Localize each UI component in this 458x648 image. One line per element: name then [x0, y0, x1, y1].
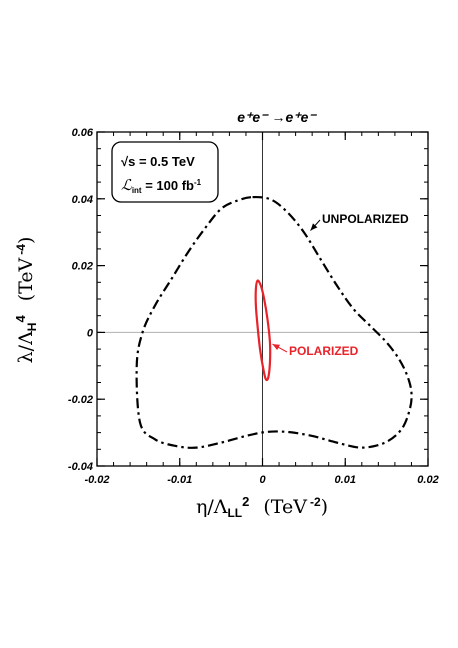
polarized-arrowhead: [272, 344, 281, 351]
x-title-close: ): [321, 496, 328, 518]
x-title-prefix: η/Λ: [196, 496, 228, 518]
y-tick-label: -0.02: [68, 394, 93, 406]
info-luminosity: ℒint = 100 fb-1: [121, 176, 202, 195]
x-tick-label: 0.02: [417, 474, 438, 486]
y-tick-label: 0.02: [72, 261, 93, 273]
x-title-unit: (TeV: [263, 496, 307, 518]
info-box: √s = 0.5 TeV ℒint = 100 fb-1: [111, 141, 219, 203]
series-layer: [135, 195, 413, 449]
annotations: UNPOLARIZED POLARIZED: [272, 212, 409, 358]
x-tick-label: 0.01: [335, 474, 356, 486]
y-tick-label: 0.06: [72, 127, 94, 139]
x-tick-label: 0: [259, 474, 266, 486]
lumi-value: = 100 fb: [142, 178, 194, 193]
zero-lines: [97, 132, 428, 466]
y-tick-label: -0.04: [68, 461, 93, 473]
chart-title: e⁺e⁻ →e⁺e⁻: [237, 109, 317, 125]
x-axis-title: η/ΛLL2 (TeV -2): [196, 494, 328, 520]
info-sqrt-s: √s = 0.5 TeV: [121, 154, 195, 169]
unpolarized-label: UNPOLARIZED: [322, 212, 409, 226]
y-title-sub: H: [25, 323, 39, 332]
lumi-exp: -1: [194, 178, 202, 187]
x-title-sup: 2: [242, 494, 249, 509]
lumi-sub: int: [132, 186, 142, 195]
x-title-unit-exp: -2: [310, 495, 321, 509]
polarized-contour: [254, 279, 272, 382]
y-title-prefix: λ/Λ: [15, 331, 37, 363]
x-tick-label: -0.02: [84, 474, 109, 486]
tick-labels: -0.02 -0.01 0 0.01 0.02-0.04-0.0200.020.040.…: [68, 127, 439, 486]
y-tick-label: 0.04: [72, 194, 93, 206]
x-tick-label: -0.01: [167, 474, 192, 486]
y-title-unit-exp: -4: [14, 244, 28, 255]
polarized-label: POLARIZED: [289, 344, 359, 358]
y-title-unit: (TeV: [15, 257, 37, 301]
y-title-sup: 4: [13, 315, 28, 323]
unpolarized-contour: [135, 195, 413, 449]
info-box-frame: [111, 141, 219, 203]
unpolarized-arrowhead: [310, 223, 318, 231]
axis-ticks: [96, 131, 429, 467]
y-axis-title: λ/ΛH4 (TeV -4): [13, 237, 39, 364]
y-title-close: ): [15, 237, 37, 244]
y-tick-label: 0: [87, 327, 94, 339]
x-title-sub: LL: [227, 506, 242, 520]
lumi-symbol: ℒ: [121, 176, 133, 194]
